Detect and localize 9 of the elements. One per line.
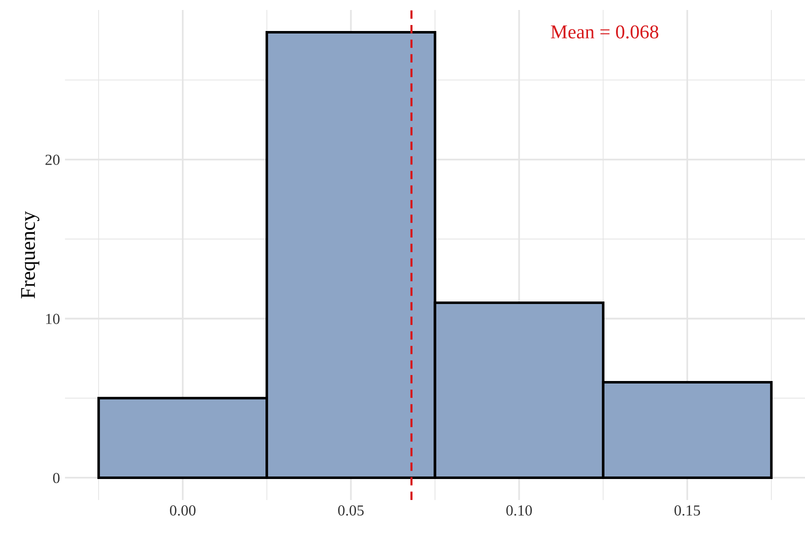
y-tick-label: 20 <box>46 154 60 165</box>
y-axis-title: Frequency <box>21 211 40 298</box>
x-tick-label: 0.05 <box>338 505 364 516</box>
x-tick-label: 0.15 <box>674 505 700 516</box>
y-tick-label: 10 <box>46 314 60 324</box>
x-tick-label: 0.10 <box>506 505 532 516</box>
y-tick-label: 0 <box>53 472 60 484</box>
ref-line-label: Mean = 0.068 <box>550 25 658 39</box>
x-tick-label: 0.00 <box>170 505 196 516</box>
